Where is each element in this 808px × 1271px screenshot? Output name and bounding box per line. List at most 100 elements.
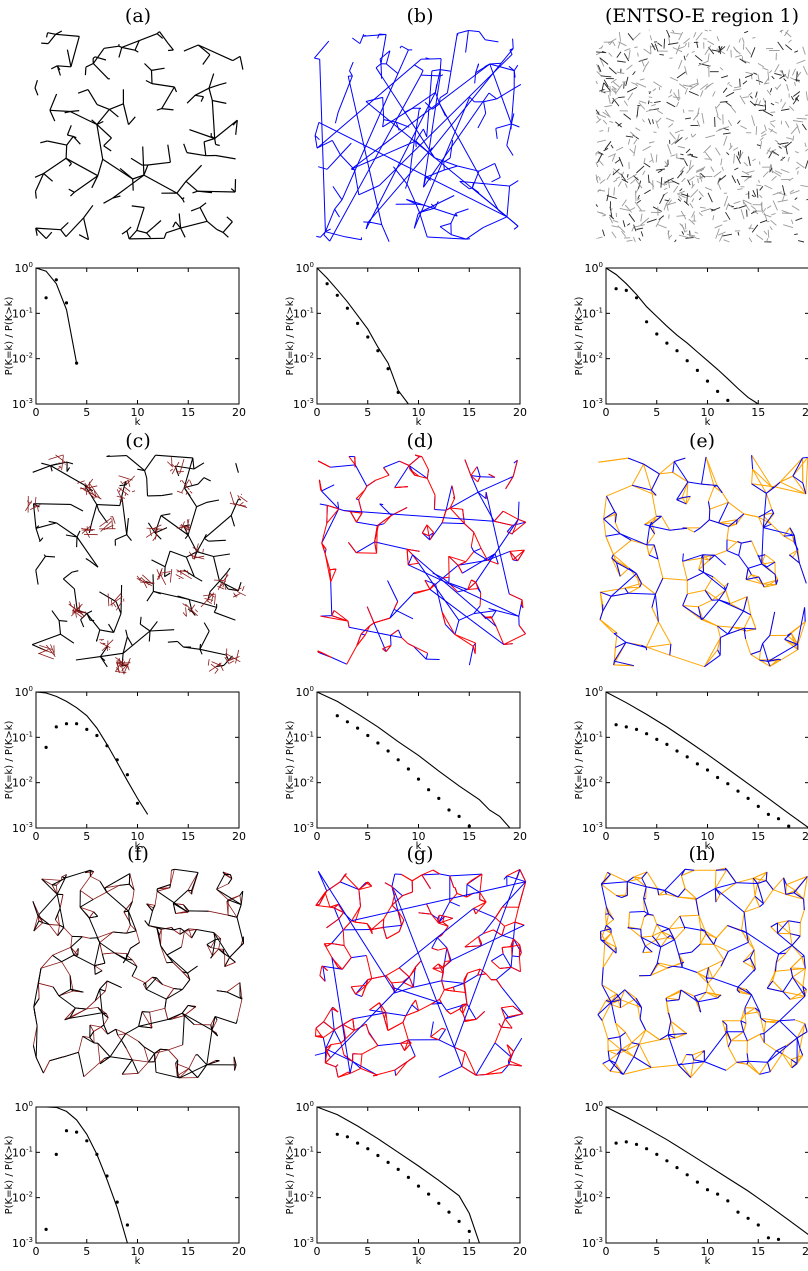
network-edge xyxy=(92,891,107,900)
network-edge xyxy=(70,936,73,948)
cluster-edge xyxy=(222,573,228,588)
x-tick-label: 0 xyxy=(603,406,610,419)
network-edge xyxy=(454,634,476,644)
network-edge xyxy=(172,962,183,973)
network-edge xyxy=(444,915,453,919)
network-edge xyxy=(478,933,484,937)
network-edge xyxy=(457,165,480,172)
network-edge xyxy=(375,67,435,159)
network-edge xyxy=(682,495,691,499)
network-edge xyxy=(641,871,648,879)
network-edge xyxy=(232,119,238,126)
network-edge xyxy=(408,976,414,988)
network-edge xyxy=(131,966,138,977)
network-edge xyxy=(626,174,629,178)
network-edge xyxy=(146,591,154,602)
network-edge xyxy=(615,1022,621,1037)
network-edge xyxy=(610,144,614,149)
network-edge xyxy=(495,128,498,139)
network-edge xyxy=(741,175,752,178)
network-edge xyxy=(513,938,521,946)
network-edge xyxy=(181,1012,185,1016)
y-axis-label: P(K=k) / P(K>k) xyxy=(285,1135,296,1214)
data-point xyxy=(726,782,730,786)
data-point xyxy=(787,824,791,828)
network-edge xyxy=(387,1021,404,1031)
network-edge xyxy=(208,539,223,542)
network-edge xyxy=(619,533,632,541)
network-edge xyxy=(437,963,444,974)
cluster-edge xyxy=(225,652,241,663)
network-edge xyxy=(793,890,796,894)
network-edge xyxy=(707,977,714,984)
network-edge xyxy=(397,629,403,638)
network-edge xyxy=(430,203,436,209)
network-edge xyxy=(125,629,128,637)
network-edge xyxy=(465,992,468,1004)
network-edge xyxy=(229,942,244,958)
network-edge xyxy=(785,31,792,38)
network-edge xyxy=(351,140,416,170)
network-edge xyxy=(664,161,669,167)
network-edge xyxy=(601,872,608,886)
network-edge xyxy=(454,887,458,894)
y-axis-label: P(K=k) / P(K>k) xyxy=(4,720,15,799)
network-edge xyxy=(598,211,604,214)
network-edge xyxy=(47,32,56,35)
network-edge xyxy=(805,457,808,494)
network-edge xyxy=(178,213,182,229)
x-tick-label: 5 xyxy=(364,1245,371,1258)
network-edge xyxy=(154,1048,161,1054)
network-edge xyxy=(799,909,805,923)
network-edge xyxy=(595,80,598,85)
network-edge xyxy=(759,1034,765,1043)
network-edge xyxy=(700,166,706,172)
network-edge xyxy=(728,519,738,527)
network-edge xyxy=(714,888,717,903)
data-point xyxy=(665,341,669,345)
network-edge xyxy=(678,1061,705,1066)
network-edge xyxy=(730,106,737,113)
data-point xyxy=(376,1153,380,1158)
network-edge xyxy=(749,100,756,107)
network-edge xyxy=(689,203,694,209)
network-edge xyxy=(70,947,75,956)
network-edge xyxy=(609,1062,616,1072)
network-edge xyxy=(477,476,481,483)
network-edge xyxy=(655,218,661,228)
network-edge xyxy=(186,551,198,558)
network-edge xyxy=(643,463,660,475)
network-edge xyxy=(745,47,752,55)
network-edge xyxy=(216,228,224,233)
network-edge xyxy=(446,1009,451,1015)
network-edge xyxy=(506,1044,514,1052)
cluster-edge xyxy=(214,595,216,606)
network-edge xyxy=(491,617,497,627)
network-edge xyxy=(501,1064,510,1073)
network-edge xyxy=(628,49,631,60)
data-point xyxy=(396,758,400,762)
network-edge xyxy=(208,73,215,89)
network-edge xyxy=(438,901,451,924)
network-edge xyxy=(732,147,739,151)
network-edge xyxy=(398,967,410,978)
network-edge xyxy=(348,456,356,466)
network-edge xyxy=(418,562,460,621)
network-edge xyxy=(168,1044,183,1051)
network-edge xyxy=(690,1061,705,1078)
network-edge xyxy=(767,1037,798,1063)
panel-title: (e) xyxy=(689,430,715,452)
network-edge xyxy=(85,558,91,562)
x-axis-label: k xyxy=(416,417,422,428)
network-edge xyxy=(661,931,668,939)
network-edge xyxy=(635,190,637,202)
network-edge xyxy=(134,49,139,53)
network-edge xyxy=(323,234,331,242)
cluster-edge xyxy=(116,489,123,500)
network-edge xyxy=(94,970,103,975)
network-edge xyxy=(334,208,340,218)
x-tick-label: 20 xyxy=(232,830,246,843)
data-point xyxy=(645,320,649,324)
network-edge xyxy=(483,98,497,103)
network-edge xyxy=(635,84,639,87)
